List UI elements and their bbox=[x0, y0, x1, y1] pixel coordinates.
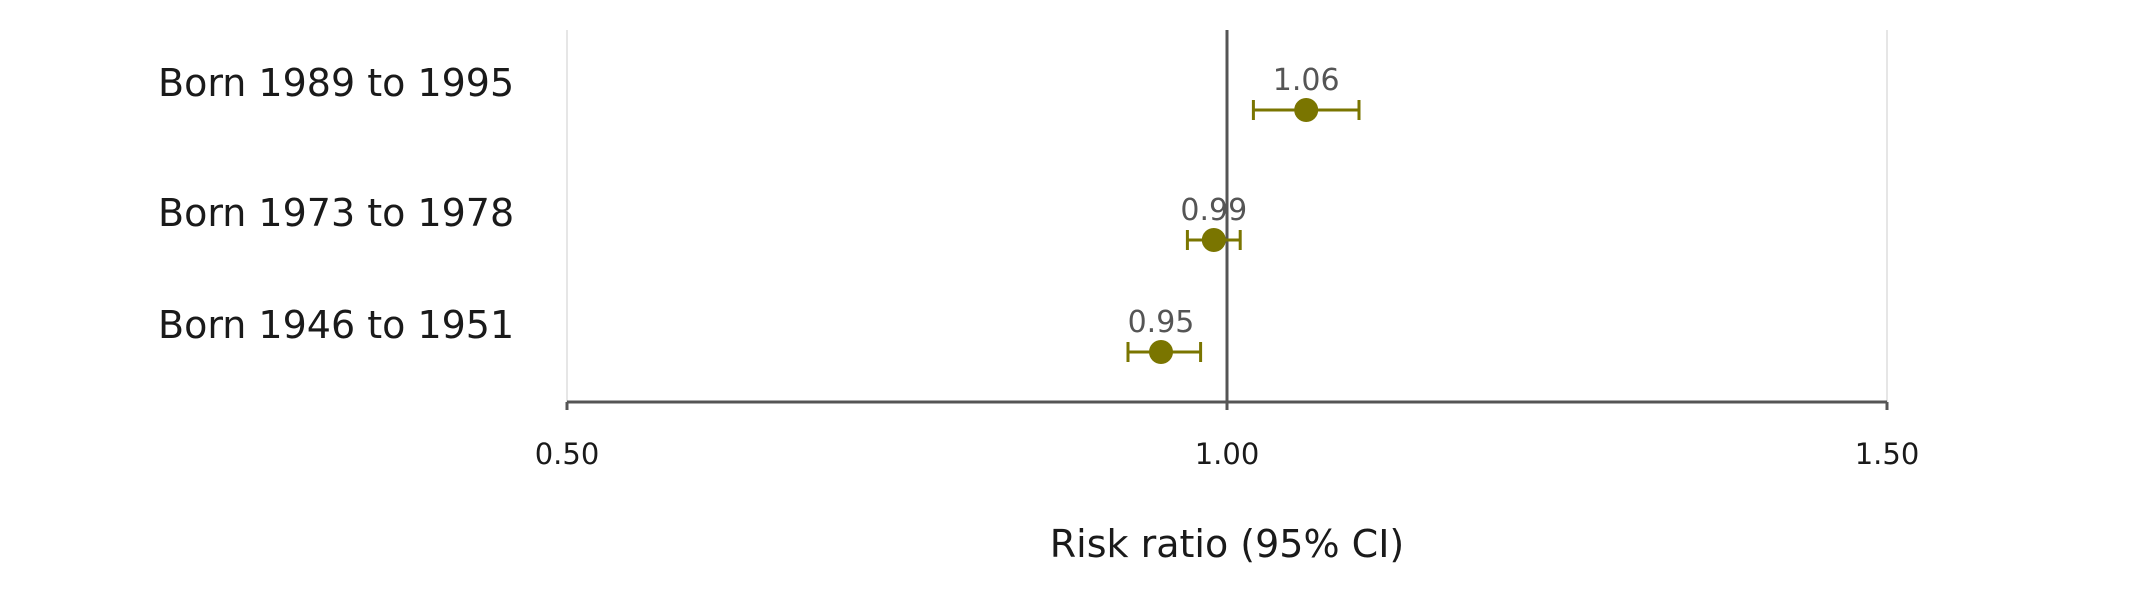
value-label-2: 0.95 bbox=[1128, 305, 1195, 340]
point-estimate-1 bbox=[1201, 228, 1226, 252]
x-axis: 0.50 1.00 1.50 bbox=[535, 30, 1920, 471]
row-0: 1.06 bbox=[1251, 63, 1361, 122]
category-label-1: Born 1973 to 1978 bbox=[158, 191, 514, 235]
category-label-0: Born 1989 to 1995 bbox=[158, 61, 514, 105]
x-tick-label-1: 1.00 bbox=[1195, 437, 1260, 471]
value-label-0: 1.06 bbox=[1273, 63, 1340, 98]
row-2: 0.95 bbox=[1126, 305, 1203, 364]
point-estimate-0 bbox=[1294, 98, 1319, 122]
x-tick-label-0: 0.50 bbox=[535, 437, 600, 471]
category-labels: Born 1989 to 1995 Born 1973 to 1978 Born 1… bbox=[158, 61, 514, 347]
x-axis-title: Risk ratio (95% CI) bbox=[1050, 522, 1404, 566]
grid-lines bbox=[566, 30, 1888, 402]
row-1: 0.99 bbox=[1180, 193, 1247, 252]
category-label-2: Born 1946 to 1951 bbox=[158, 303, 514, 347]
plot-rows: 1.06 0.99 0.95 bbox=[1126, 63, 1361, 364]
value-label-1: 0.99 bbox=[1180, 193, 1247, 228]
x-tick-label-2: 1.50 bbox=[1855, 437, 1920, 471]
point-estimate-2 bbox=[1149, 340, 1173, 364]
